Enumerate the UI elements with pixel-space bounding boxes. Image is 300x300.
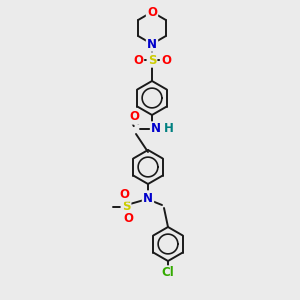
Text: N: N xyxy=(143,191,153,205)
Text: H: H xyxy=(164,122,174,136)
Text: Cl: Cl xyxy=(162,266,174,280)
Text: O: O xyxy=(147,5,157,19)
Text: N: N xyxy=(151,122,161,136)
Text: O: O xyxy=(123,212,133,224)
Text: O: O xyxy=(161,53,171,67)
Text: S: S xyxy=(148,53,156,67)
Text: O: O xyxy=(119,188,129,200)
Text: O: O xyxy=(133,53,143,67)
Text: O: O xyxy=(129,110,139,124)
Text: S: S xyxy=(122,200,130,212)
Text: N: N xyxy=(147,38,157,50)
